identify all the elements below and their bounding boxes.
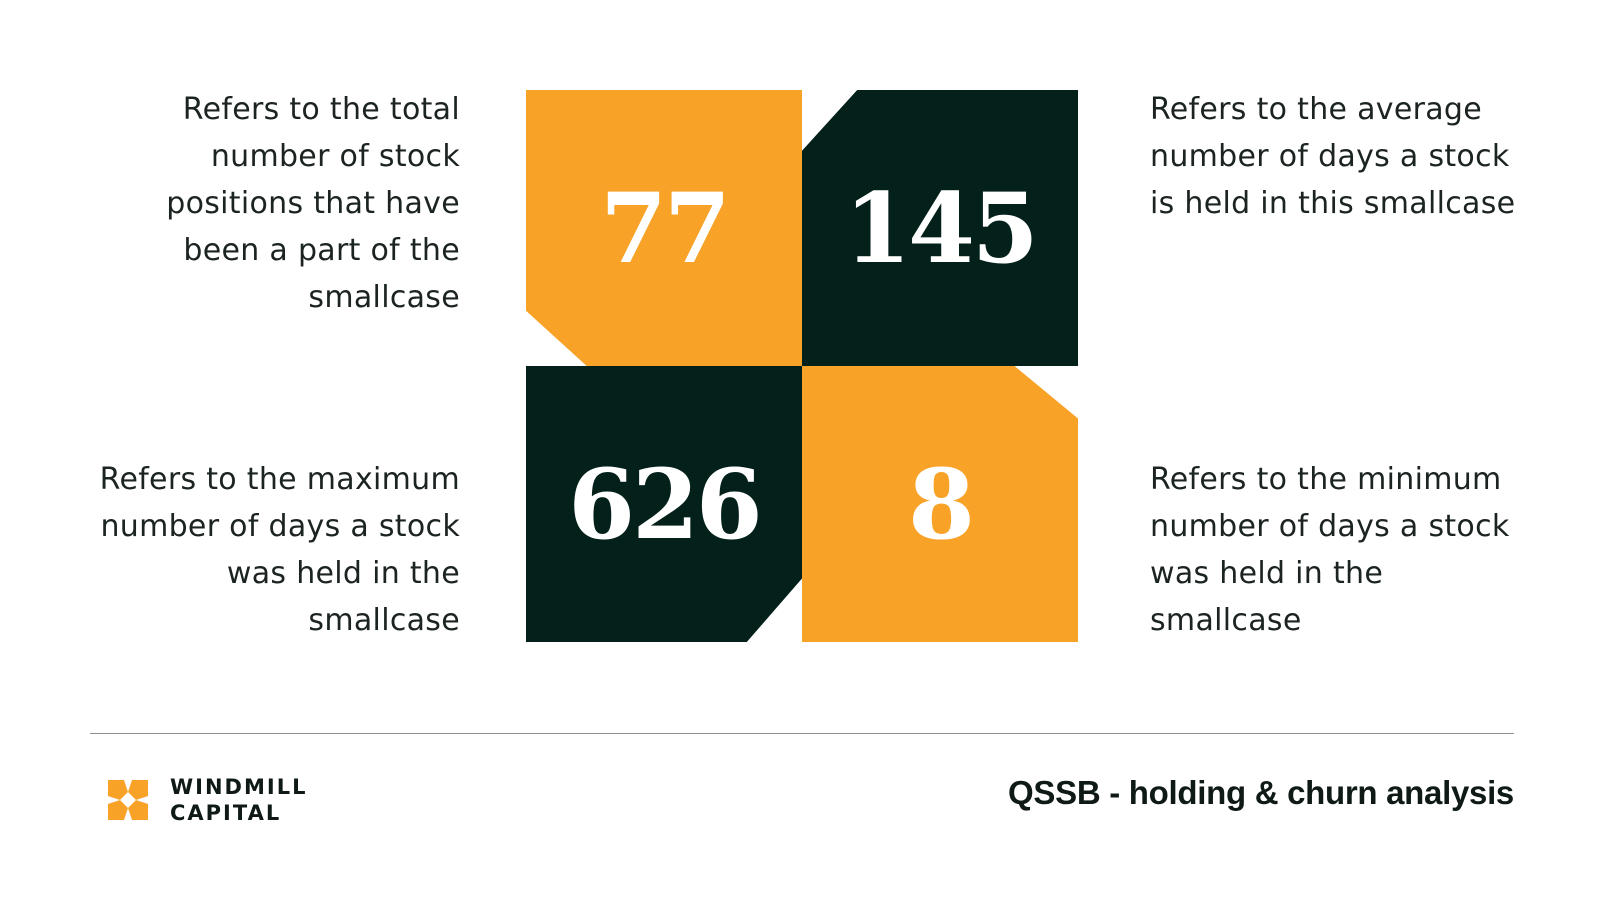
average-days-value: 145: [844, 171, 1038, 285]
brand-line-2: CAPITAL: [170, 801, 282, 825]
total-positions-tile: 77: [526, 90, 802, 366]
total-positions-value: 77: [600, 171, 731, 285]
brand-name: WINDMILL CAPITAL: [170, 774, 307, 826]
windmill-capital-logo: WINDMILL CAPITAL: [106, 774, 307, 826]
minimum-days-value: 8: [908, 447, 975, 561]
minimum-days-tile: 8: [802, 366, 1078, 642]
average-days-description: Refers to the average number of days a s…: [1150, 92, 1516, 221]
total-positions-description: Refers to the total number of stock posi…: [166, 92, 460, 315]
minimum-days-description: Refers to the minimum number of days a s…: [1150, 462, 1510, 638]
footer-divider: [90, 733, 1514, 734]
footer-title: QSSB - holding & churn analysis: [1008, 774, 1514, 811]
brand-line-1: WINDMILL: [170, 775, 308, 799]
windmill-x-icon: [108, 780, 148, 820]
maximum-days-value: 626: [568, 447, 762, 561]
maximum-days-tile: 626: [526, 366, 802, 642]
average-days-tile: 145: [802, 90, 1078, 366]
maximum-days-description: Refers to the maximum number of days a s…: [99, 462, 460, 638]
